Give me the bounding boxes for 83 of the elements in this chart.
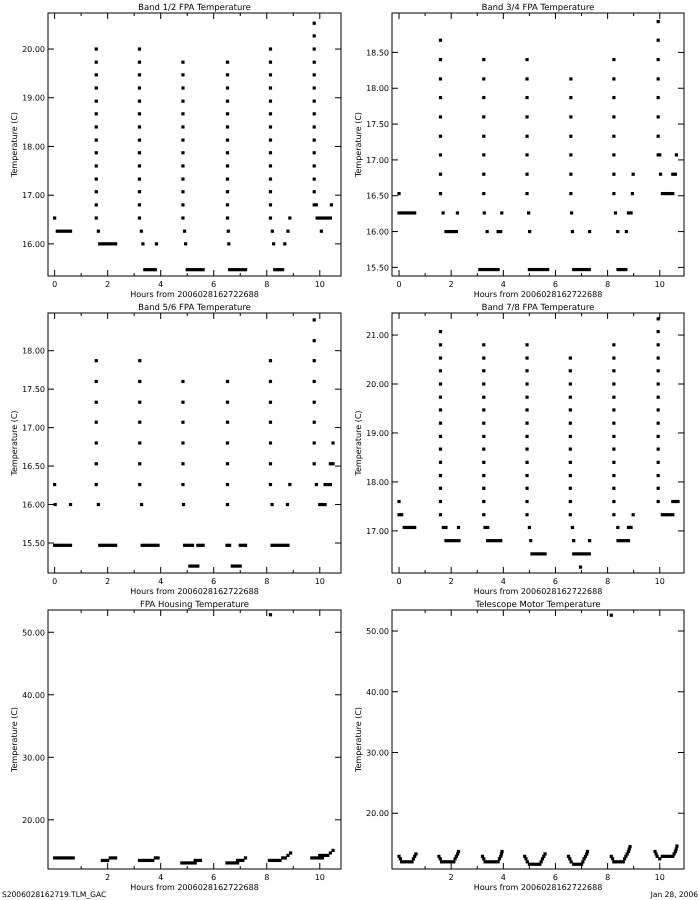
x-tick-label: 2 — [448, 577, 454, 586]
x-tick-label: 6 — [211, 280, 216, 289]
y-tick-label: 50.00 — [366, 627, 389, 636]
y-tick-label: 17.50 — [22, 385, 45, 394]
y-tick-label: 19.00 — [366, 428, 389, 438]
x-tick-label: 2 — [105, 280, 110, 289]
x-tick-label: 6 — [211, 577, 216, 586]
x-tick-label: 0 — [396, 280, 402, 289]
y-tick-label: 18.50 — [366, 48, 389, 58]
x-tick-label: 8 — [264, 280, 270, 289]
y-tick-label: 20.00 — [22, 45, 45, 54]
x-tick-label: 8 — [605, 873, 610, 882]
y-tick-label: 15.50 — [22, 539, 45, 548]
x-tick-label: 6 — [552, 577, 558, 586]
x-tick-label: 10 — [654, 280, 665, 289]
x-tick-label: 4 — [158, 280, 164, 289]
x-tick-label: 0 — [52, 577, 58, 586]
x-axis-title: Hours from 2006028162722688 — [474, 290, 602, 299]
x-tick-label: 10 — [314, 577, 325, 586]
y-tick-label: 30.00 — [22, 753, 45, 762]
x-axis-title: Hours from 2006028162722688 — [130, 587, 259, 596]
y-tick-label: 15.50 — [366, 263, 389, 272]
y-tick-label: 20.00 — [366, 809, 389, 818]
y-tick-label: 18.00 — [22, 346, 45, 356]
x-axis-title: Hours from 2006028162722688 — [130, 883, 259, 892]
x-tick-label: 2 — [105, 577, 110, 586]
y-tick-label: 16.00 — [22, 240, 45, 249]
x-tick-label: 10 — [314, 280, 325, 289]
x-tick-label: 2 — [448, 873, 454, 882]
y-tick-label: 19.00 — [22, 94, 45, 103]
y-axis-title: Temperature (C) — [10, 706, 19, 774]
x-axis-title: Hours from 2006028162722688 — [474, 587, 602, 596]
x-tick-label: 0 — [396, 577, 402, 586]
y-tick-label: 18.00 — [366, 84, 389, 94]
x-tick-label: 6 — [552, 873, 558, 882]
x-tick-label: 2 — [448, 280, 454, 289]
x-tick-label: 4 — [158, 873, 164, 882]
y-axis-title: Temperature (C) — [354, 112, 363, 178]
x-tick-label: 10 — [314, 873, 325, 882]
y-tick-label: 16.50 — [22, 462, 45, 472]
y-axis-title: Temperature (C) — [354, 706, 363, 774]
y-tick-label: 40.00 — [22, 690, 45, 700]
chart-title: Band 3/4 FPA Temperature — [482, 3, 594, 13]
x-tick-label: 8 — [264, 873, 270, 882]
x-tick-label: 6 — [552, 280, 558, 289]
x-tick-label: 4 — [500, 873, 506, 882]
x-tick-label: 8 — [605, 280, 610, 289]
y-axis-title: Temperature (C) — [10, 112, 19, 178]
y-tick-label: 40.00 — [366, 688, 389, 697]
y-tick-label: 20.00 — [366, 380, 389, 389]
y-tick-label: 16.00 — [366, 228, 389, 237]
y-tick-label: 16.50 — [366, 192, 389, 201]
chart-title: FPA Housing Temperature — [140, 600, 250, 610]
x-axis-title: Hours from 2006028162722688 — [474, 883, 602, 892]
x-axis-title: Hours from 2006028162722688 — [130, 290, 259, 299]
y-tick-label: 17.50 — [366, 120, 389, 130]
y-tick-label: 17.00 — [22, 191, 45, 200]
x-tick-label: 8 — [264, 577, 270, 586]
y-tick-label: 17.00 — [366, 526, 389, 536]
x-tick-label: 8 — [605, 577, 610, 586]
chart-title: Band 5/6 FPA Temperature — [138, 303, 251, 313]
x-tick-label: 0 — [52, 280, 58, 289]
x-tick-label: 6 — [211, 873, 216, 882]
y-tick-label: 30.00 — [366, 748, 389, 758]
y-tick-label: 21.00 — [366, 331, 389, 340]
x-tick-label: 10 — [654, 577, 665, 586]
y-tick-label: 18.00 — [366, 478, 389, 487]
y-tick-label: 18.00 — [22, 142, 45, 152]
chart-title: Telescope Motor Temperature — [474, 600, 601, 610]
x-tick-label: 4 — [500, 577, 506, 586]
y-tick-label: 50.00 — [22, 628, 45, 638]
y-tick-label: 17.00 — [366, 156, 389, 165]
y-tick-label: 17.00 — [22, 424, 45, 433]
y-tick-label: 16.00 — [22, 500, 45, 510]
chart-title: Band 7/8 FPA Temperature — [482, 303, 594, 313]
x-tick-label: 10 — [654, 873, 665, 882]
chart-title: Band 1/2 FPA Temperature — [138, 3, 251, 13]
y-axis-title: Temperature (C) — [354, 410, 363, 477]
x-tick-label: 4 — [500, 280, 506, 289]
x-tick-label: 4 — [158, 577, 164, 586]
y-axis-title: Temperature (C) — [10, 410, 19, 477]
x-tick-label: 2 — [105, 873, 110, 882]
y-tick-label: 20.00 — [22, 816, 45, 825]
